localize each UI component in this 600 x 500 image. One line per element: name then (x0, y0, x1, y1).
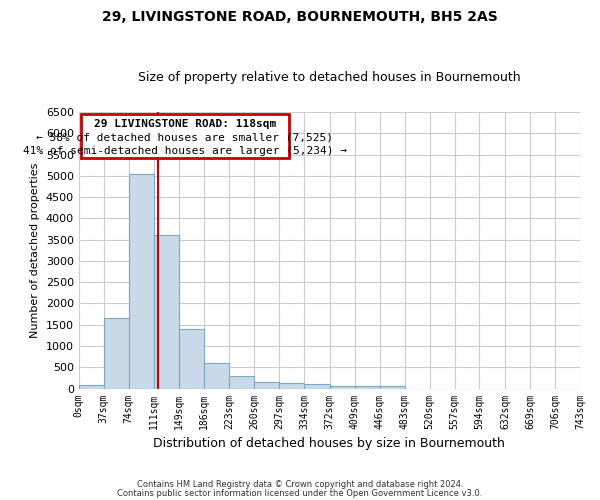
Bar (380, 386, 404, 388)
Bar (104, 318, 128, 388)
Text: 29, LIVINGSTONE ROAD, BOURNEMOUTH, BH5 2AS: 29, LIVINGSTONE ROAD, BOURNEMOUTH, BH5 2… (102, 10, 498, 24)
Bar (254, 382, 279, 388)
Bar (279, 383, 304, 388)
Bar (79, 386, 104, 388)
Bar (179, 329, 204, 388)
Y-axis label: Number of detached properties: Number of detached properties (30, 162, 40, 338)
Title: Size of property relative to detached houses in Bournemouth: Size of property relative to detached ho… (138, 72, 521, 85)
Text: Contains HM Land Registry data © Crown copyright and database right 2024.: Contains HM Land Registry data © Crown c… (137, 480, 463, 489)
Bar (304, 384, 330, 388)
X-axis label: Distribution of detached houses by size in Bournemouth: Distribution of detached houses by size … (154, 437, 505, 450)
Text: 41% of semi-detached houses are larger (5,234) →: 41% of semi-detached houses are larger (… (23, 146, 347, 156)
Bar (154, 236, 179, 388)
FancyBboxPatch shape (81, 114, 289, 158)
Bar (204, 363, 229, 388)
Text: 29 LIVINGSTONE ROAD: 118sqm: 29 LIVINGSTONE ROAD: 118sqm (94, 120, 276, 130)
Text: Contains public sector information licensed under the Open Government Licence v3: Contains public sector information licen… (118, 488, 482, 498)
Bar (355, 386, 380, 388)
Text: ← 58% of detached houses are smaller (7,525): ← 58% of detached houses are smaller (7,… (36, 132, 333, 142)
Bar (128, 174, 154, 388)
Bar (330, 386, 355, 388)
Bar (229, 376, 254, 388)
